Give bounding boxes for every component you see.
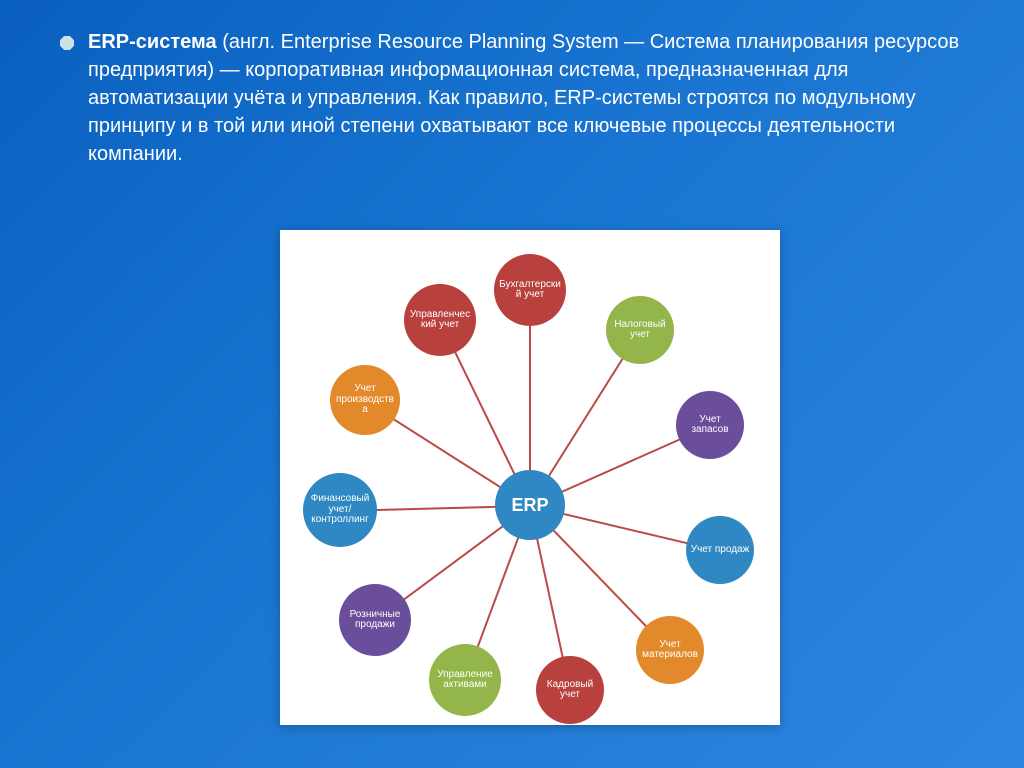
erp-diagram: Бухгалтерский учет Налоговый учетУчет зап… — [280, 230, 780, 725]
headline-bold: ERP-система — [88, 31, 217, 53]
diagram-node: Учет производства — [330, 365, 400, 435]
slide: ERP-система (англ. Enterprise Resource P… — [0, 0, 1024, 768]
bullet-marker-icon — [60, 36, 74, 50]
diagram-node: Учет материалов — [636, 616, 704, 684]
diagram-panel: Бухгалтерский учет Налоговый учетУчет зап… — [280, 230, 780, 725]
diagram-node: Финансовый учет/ контроллинг — [303, 473, 377, 547]
diagram-node: Кадровый учет — [536, 656, 604, 724]
diagram-node: Налоговый учет — [606, 296, 674, 364]
diagram-node: Бухгалтерский учет — [494, 254, 566, 326]
diagram-node: Управление активами — [429, 644, 501, 716]
diagram-node: Учет запасов — [676, 391, 744, 459]
bullet-row: ERP-система (англ. Enterprise Resource P… — [60, 28, 964, 168]
diagram-node: Управленческий учет — [404, 284, 476, 356]
headline-text: ERP-система (англ. Enterprise Resource P… — [88, 28, 964, 168]
diagram-center-node: ERP — [495, 470, 565, 540]
diagram-node: Розничные продажи — [339, 584, 411, 656]
diagram-node: Учет продаж — [686, 516, 754, 584]
headline-rest: (англ. Enterprise Resource Planning Syst… — [88, 31, 959, 165]
